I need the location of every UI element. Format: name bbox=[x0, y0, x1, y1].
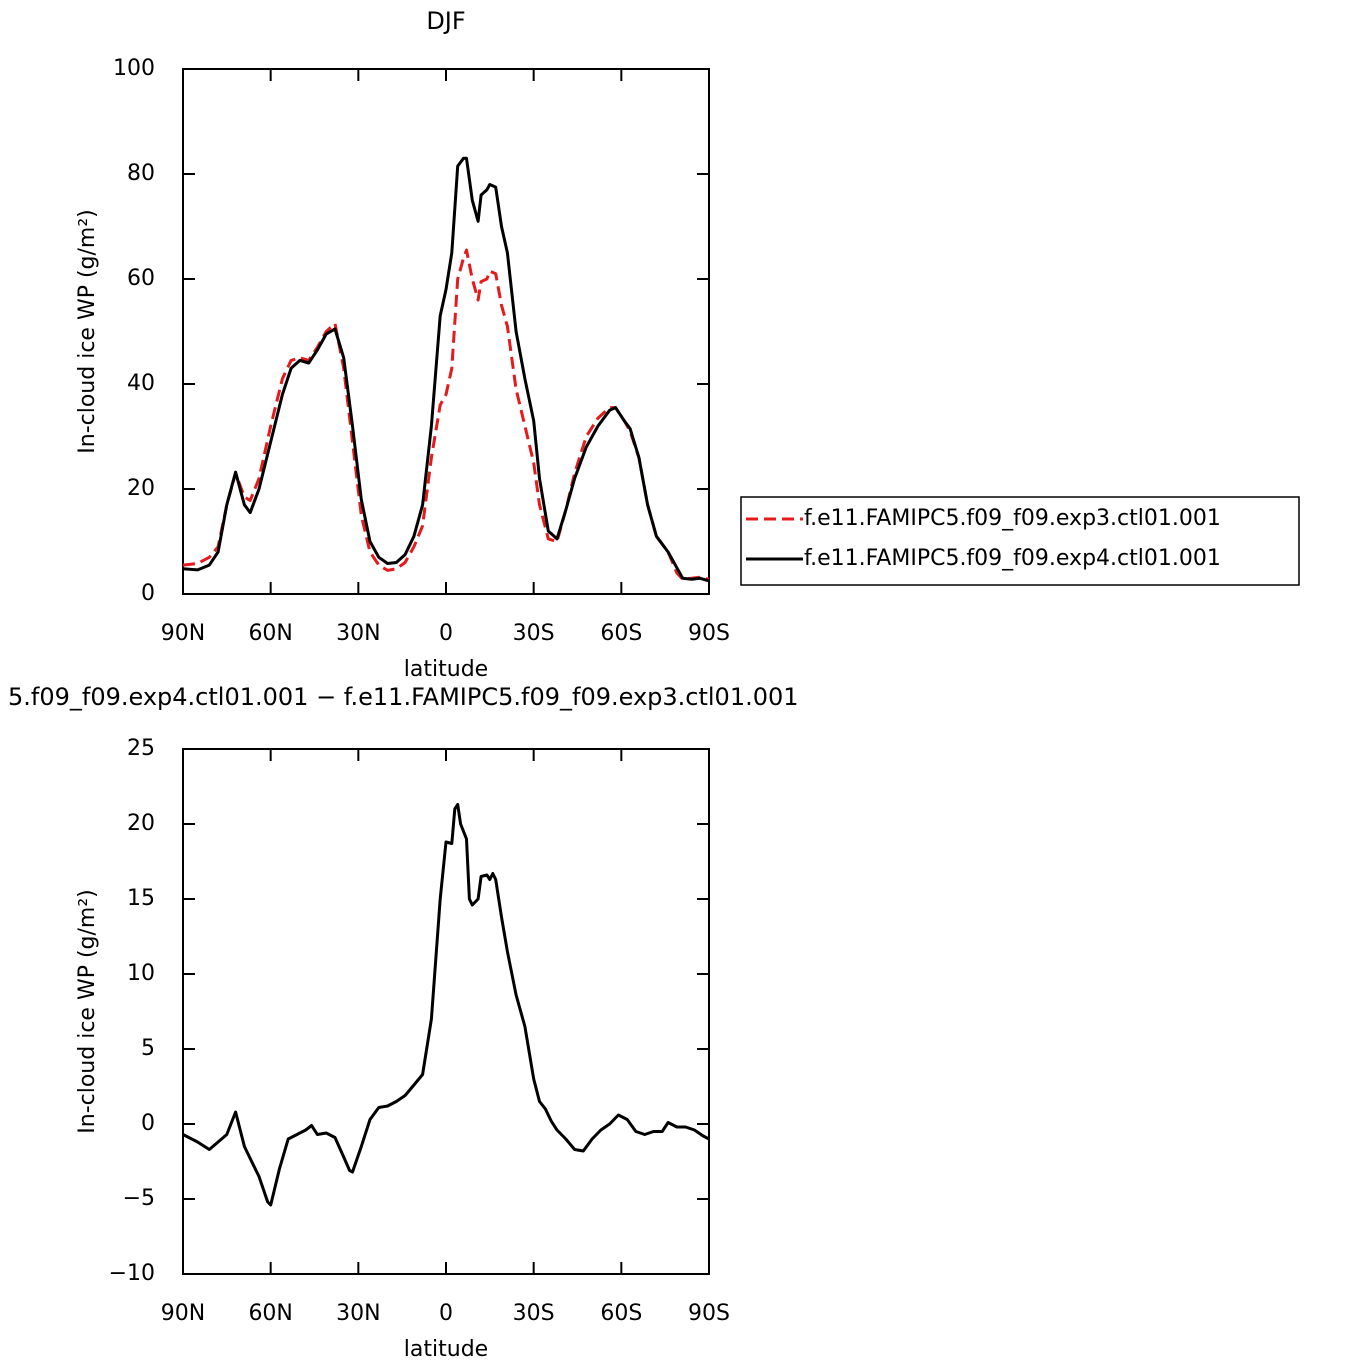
legend-label: f.e11.FAMIPC5.f09_f09.exp4.ctl01.001 bbox=[804, 546, 1221, 571]
y-tick-label: 0 bbox=[141, 1111, 155, 1136]
data-line bbox=[182, 156, 710, 583]
x-tick-label: 60N bbox=[248, 621, 292, 646]
x-tick-label: 60S bbox=[600, 1301, 642, 1326]
y-tick-label: 5 bbox=[141, 1036, 155, 1061]
y-tick-label: 100 bbox=[113, 56, 155, 81]
y-tick-label: 25 bbox=[127, 736, 155, 761]
y-tick-label: −10 bbox=[109, 1261, 155, 1286]
x-tick-label: 90S bbox=[688, 1301, 730, 1326]
y-tick-label: 20 bbox=[127, 811, 155, 836]
x-tick-label: 30S bbox=[513, 1301, 555, 1326]
y-tick-label: 80 bbox=[127, 161, 155, 186]
x-tick-label: 90S bbox=[688, 621, 730, 646]
x-tick-label: 60N bbox=[248, 1301, 292, 1326]
x-tick-label: 30S bbox=[513, 621, 555, 646]
y-tick-label: 15 bbox=[127, 886, 155, 911]
data-line bbox=[182, 248, 710, 581]
legend-label: f.e11.FAMIPC5.f09_f09.exp3.ctl01.001 bbox=[804, 506, 1221, 531]
y-tick-label: 0 bbox=[141, 581, 155, 606]
chart-title: 5.f09_f09.exp4.ctl01.001 − f.e11.FAMIPC5… bbox=[8, 683, 799, 711]
y-axis-label: In-cloud ice WP (g/m²) bbox=[75, 889, 100, 1133]
y-tick-label: 60 bbox=[127, 266, 155, 291]
legend-box bbox=[740, 496, 1300, 586]
chart-title: DJF bbox=[426, 7, 465, 35]
data-line bbox=[182, 803, 710, 1207]
y-tick-label: −5 bbox=[123, 1186, 155, 1211]
y-tick-label: 40 bbox=[127, 371, 155, 396]
y-axis-label: In-cloud ice WP (g/m²) bbox=[75, 209, 100, 453]
plot-frame bbox=[182, 748, 710, 1275]
plot-frame bbox=[182, 68, 710, 595]
x-tick-label: 0 bbox=[439, 621, 453, 646]
x-tick-label: 30N bbox=[336, 1301, 380, 1326]
y-tick-label: 20 bbox=[127, 476, 155, 501]
x-axis-label: latitude bbox=[404, 657, 488, 682]
x-tick-label: 60S bbox=[600, 621, 642, 646]
x-tick-label: 0 bbox=[439, 1301, 453, 1326]
x-tick-label: 30N bbox=[336, 621, 380, 646]
x-axis-label: latitude bbox=[404, 1337, 488, 1362]
x-tick-label: 90N bbox=[161, 1301, 205, 1326]
x-tick-label: 90N bbox=[161, 621, 205, 646]
y-tick-label: 10 bbox=[127, 961, 155, 986]
